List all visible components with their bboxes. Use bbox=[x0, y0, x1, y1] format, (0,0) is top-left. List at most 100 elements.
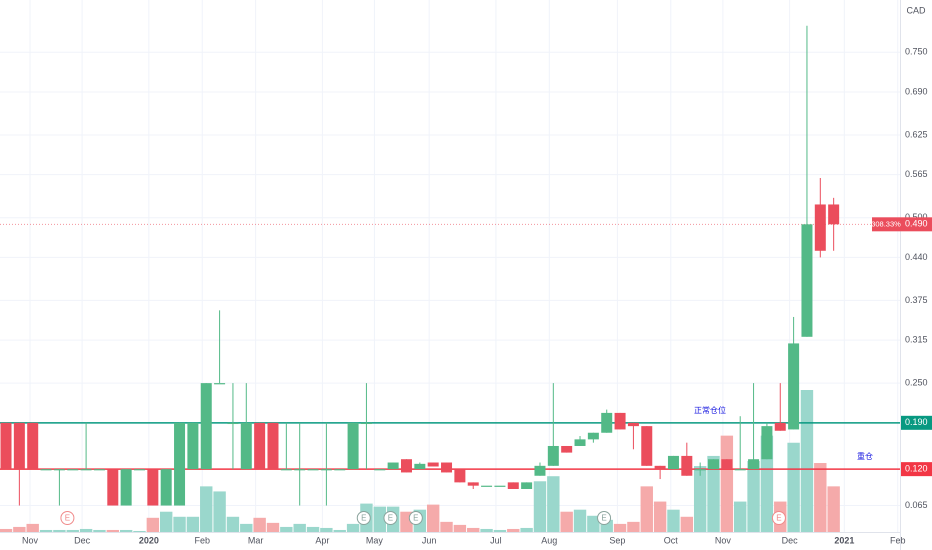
candle-body bbox=[414, 463, 426, 470]
candle-body bbox=[734, 469, 746, 471]
candle-body bbox=[641, 426, 653, 466]
volume-bar bbox=[560, 511, 573, 532]
x-tick-label: Dec bbox=[74, 535, 91, 545]
candle-body bbox=[814, 204, 826, 251]
candle-body bbox=[374, 469, 386, 471]
volume-bar bbox=[373, 506, 386, 532]
candle-body bbox=[187, 422, 199, 470]
volume-bar bbox=[627, 521, 640, 532]
x-tick-label: Mar bbox=[248, 535, 264, 545]
candle-body bbox=[254, 422, 266, 470]
x-tick-label: May bbox=[366, 535, 384, 545]
volume-bar bbox=[467, 527, 480, 532]
candle-body bbox=[547, 445, 559, 466]
volume-bar bbox=[533, 481, 547, 532]
candle-body bbox=[334, 469, 346, 471]
earnings-label: E bbox=[65, 514, 70, 523]
earnings-marker bbox=[383, 511, 398, 525]
candle-body bbox=[614, 412, 626, 430]
candle-body bbox=[761, 426, 773, 460]
candle-body bbox=[561, 445, 573, 453]
candle-body bbox=[294, 469, 306, 471]
volume-bar bbox=[133, 530, 146, 532]
volume-bar bbox=[39, 529, 53, 532]
candle-body bbox=[360, 422, 372, 425]
y-tick-label: 0.565 bbox=[905, 169, 928, 179]
x-tick-label: Apr bbox=[315, 535, 329, 545]
candle-body bbox=[574, 439, 586, 446]
candle-body bbox=[214, 383, 226, 385]
x-tick-label: Dec bbox=[782, 535, 799, 545]
candle-body bbox=[601, 412, 613, 433]
volume-bar bbox=[106, 529, 120, 532]
volume-bar bbox=[173, 516, 186, 532]
level-text: 重仓 bbox=[857, 451, 873, 461]
candle-body bbox=[67, 469, 79, 471]
volume-bar bbox=[693, 466, 707, 532]
x-tick-label: Feb bbox=[890, 535, 906, 545]
volume-bar bbox=[493, 529, 507, 532]
candle-body bbox=[454, 469, 466, 483]
earnings-label: E bbox=[601, 514, 606, 523]
candle-body bbox=[80, 469, 92, 471]
x-tick-label: 2021 bbox=[834, 535, 854, 545]
candle-body bbox=[387, 462, 399, 470]
candle-body bbox=[694, 469, 706, 471]
volume-bar bbox=[253, 517, 266, 532]
volume-bar bbox=[653, 501, 667, 532]
volume-bar bbox=[573, 509, 587, 532]
earnings-marker bbox=[597, 511, 612, 525]
volume-bar bbox=[320, 527, 333, 532]
volume-bar bbox=[680, 516, 694, 532]
candle-body bbox=[147, 469, 159, 506]
volume-bar bbox=[667, 509, 680, 532]
candle-body bbox=[534, 465, 546, 476]
volume-bar bbox=[453, 524, 467, 532]
volume-bar bbox=[720, 435, 734, 532]
volume-bar bbox=[426, 504, 440, 532]
volume-bar bbox=[333, 529, 346, 532]
x-tick-label: Oct bbox=[664, 535, 679, 545]
x-tick-label: Aug bbox=[541, 535, 557, 545]
volume-bar bbox=[213, 491, 226, 532]
candle-body bbox=[174, 422, 186, 506]
volume-bar bbox=[547, 476, 560, 532]
volume-bar bbox=[827, 486, 840, 532]
candle-body bbox=[240, 422, 252, 470]
candle-body bbox=[160, 469, 172, 506]
candle-body bbox=[13, 422, 25, 470]
level-price-box bbox=[901, 462, 932, 477]
candle-body bbox=[654, 465, 666, 470]
candle-body bbox=[774, 422, 786, 431]
candle-body bbox=[53, 469, 65, 471]
candle-body bbox=[200, 383, 212, 470]
level-text: 正常仓位 bbox=[694, 405, 726, 415]
candle-body bbox=[27, 422, 39, 470]
volume-bar bbox=[66, 529, 79, 532]
candle-body bbox=[347, 422, 359, 470]
earnings-marker bbox=[771, 511, 786, 525]
volume-bar bbox=[293, 523, 306, 532]
candle-body bbox=[120, 469, 132, 506]
x-tick-label: Jun bbox=[422, 535, 437, 545]
candle-body bbox=[507, 482, 519, 489]
volume-bar bbox=[520, 527, 533, 532]
candle-body bbox=[0, 422, 12, 470]
earnings-marker bbox=[356, 511, 371, 525]
earnings-label: E bbox=[776, 514, 781, 523]
candle-body bbox=[267, 422, 279, 470]
candle-body bbox=[93, 469, 105, 471]
earnings-marker bbox=[60, 511, 75, 525]
volume-bar bbox=[200, 486, 213, 532]
x-tick-label: Sep bbox=[609, 535, 625, 545]
volume-bar bbox=[0, 528, 13, 532]
level-price-label: 0.120 bbox=[905, 464, 928, 474]
volume-bar bbox=[146, 517, 160, 532]
volume-bar bbox=[53, 529, 66, 532]
candle-body bbox=[40, 469, 52, 471]
candle-body bbox=[788, 343, 800, 430]
y-tick-label: 0.250 bbox=[905, 377, 928, 387]
volume-bar bbox=[707, 455, 720, 532]
earnings-marker bbox=[408, 511, 423, 525]
